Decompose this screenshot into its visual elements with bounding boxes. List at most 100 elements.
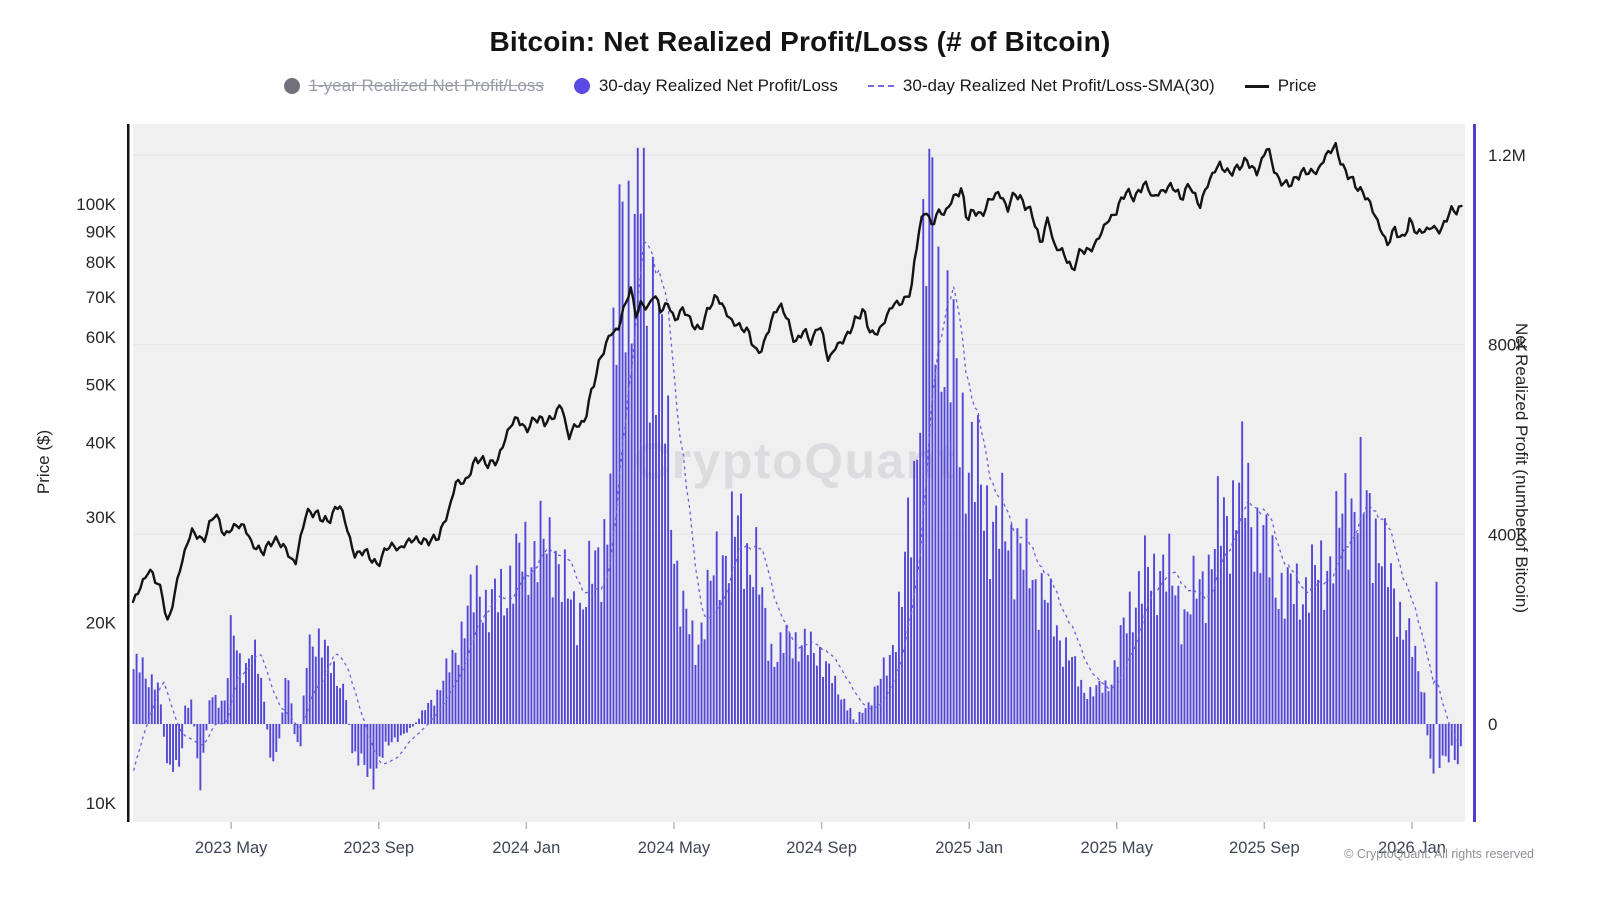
bar bbox=[1134, 607, 1137, 724]
bar bbox=[864, 708, 867, 724]
bar bbox=[1432, 724, 1435, 774]
bar bbox=[305, 668, 308, 724]
bar bbox=[919, 432, 922, 724]
bar bbox=[1350, 498, 1353, 724]
bar bbox=[1098, 680, 1101, 724]
bar bbox=[1186, 611, 1189, 724]
bar bbox=[1377, 563, 1380, 724]
bar bbox=[585, 606, 588, 724]
bar bbox=[503, 615, 506, 724]
watermark: CryptoQuant bbox=[634, 433, 956, 489]
bar bbox=[366, 724, 369, 777]
y-left-tick-label: 50K bbox=[86, 375, 117, 394]
bar bbox=[1417, 671, 1420, 724]
bar bbox=[1156, 615, 1159, 724]
bar bbox=[551, 597, 554, 724]
bar bbox=[1423, 692, 1426, 724]
bar bbox=[989, 578, 992, 724]
bar bbox=[211, 697, 214, 724]
bar bbox=[679, 626, 682, 724]
bar bbox=[1441, 724, 1444, 756]
bar bbox=[743, 588, 745, 724]
bar bbox=[682, 590, 685, 724]
bar bbox=[1034, 579, 1037, 724]
bar bbox=[1028, 588, 1031, 724]
bar bbox=[697, 644, 700, 724]
legend-item-1y-realized[interactable]: 1-year Realized Net Profit/Loss bbox=[283, 76, 544, 96]
bars-series bbox=[132, 147, 1462, 791]
bar bbox=[500, 568, 503, 724]
bar bbox=[402, 724, 405, 734]
legend-item-30d-realized[interactable]: 30-day Realized Net Profit/Loss bbox=[573, 76, 838, 96]
bar bbox=[527, 594, 530, 724]
bar bbox=[1271, 535, 1274, 724]
bar bbox=[1022, 569, 1025, 724]
bar bbox=[986, 485, 988, 724]
bar bbox=[448, 672, 451, 724]
bar bbox=[1071, 657, 1074, 724]
bar bbox=[199, 724, 202, 791]
bar bbox=[1107, 691, 1110, 724]
bar bbox=[451, 649, 454, 724]
bar bbox=[715, 531, 718, 724]
bar bbox=[828, 663, 831, 724]
bar bbox=[1256, 507, 1259, 724]
bar bbox=[1110, 684, 1113, 724]
bar bbox=[952, 299, 955, 724]
bar bbox=[809, 631, 812, 724]
y-left-tick-label: 70K bbox=[86, 288, 117, 307]
bar bbox=[852, 719, 855, 724]
bar bbox=[1396, 636, 1399, 724]
bar bbox=[1253, 571, 1256, 724]
bar bbox=[916, 459, 919, 724]
bar bbox=[1226, 516, 1228, 724]
bar bbox=[998, 548, 1001, 724]
bar bbox=[980, 484, 982, 724]
bar bbox=[639, 213, 642, 724]
legend-item-30d-sma[interactable]: 30-day Realized Net Profit/Loss-SMA(30) bbox=[867, 76, 1215, 96]
bar bbox=[655, 415, 657, 724]
legend-item-price[interactable]: Price bbox=[1244, 76, 1316, 96]
bar bbox=[181, 724, 184, 749]
bar bbox=[323, 639, 326, 724]
bar bbox=[169, 724, 171, 765]
bar bbox=[536, 582, 539, 724]
bar bbox=[184, 705, 187, 724]
bar bbox=[1177, 585, 1180, 724]
bar bbox=[970, 421, 973, 724]
legend-line-icon bbox=[1244, 84, 1269, 88]
bar bbox=[248, 658, 250, 724]
bar bbox=[1435, 581, 1438, 724]
bar bbox=[737, 515, 739, 724]
bar bbox=[627, 180, 630, 724]
bar bbox=[415, 722, 417, 724]
legend-dashed-line-icon bbox=[867, 85, 894, 87]
bar bbox=[1259, 573, 1262, 724]
bar bbox=[825, 661, 828, 724]
bar bbox=[254, 639, 256, 724]
bar bbox=[1004, 541, 1007, 724]
bar bbox=[925, 285, 928, 724]
bar bbox=[642, 147, 645, 724]
bar bbox=[175, 724, 178, 760]
bar bbox=[609, 473, 612, 724]
bar bbox=[135, 653, 138, 724]
bar bbox=[1040, 573, 1043, 724]
bar bbox=[1052, 636, 1055, 724]
price-line bbox=[131, 141, 1463, 621]
bar bbox=[1031, 580, 1034, 724]
bar bbox=[794, 632, 797, 724]
bar bbox=[333, 661, 335, 724]
bar bbox=[390, 724, 393, 743]
bar bbox=[311, 646, 314, 724]
bar bbox=[278, 724, 281, 739]
bar bbox=[1289, 573, 1292, 724]
bar bbox=[1137, 571, 1140, 724]
bar bbox=[955, 358, 958, 724]
bar bbox=[1168, 533, 1171, 724]
bar bbox=[241, 683, 244, 724]
bar bbox=[229, 615, 232, 724]
bar bbox=[685, 608, 688, 724]
